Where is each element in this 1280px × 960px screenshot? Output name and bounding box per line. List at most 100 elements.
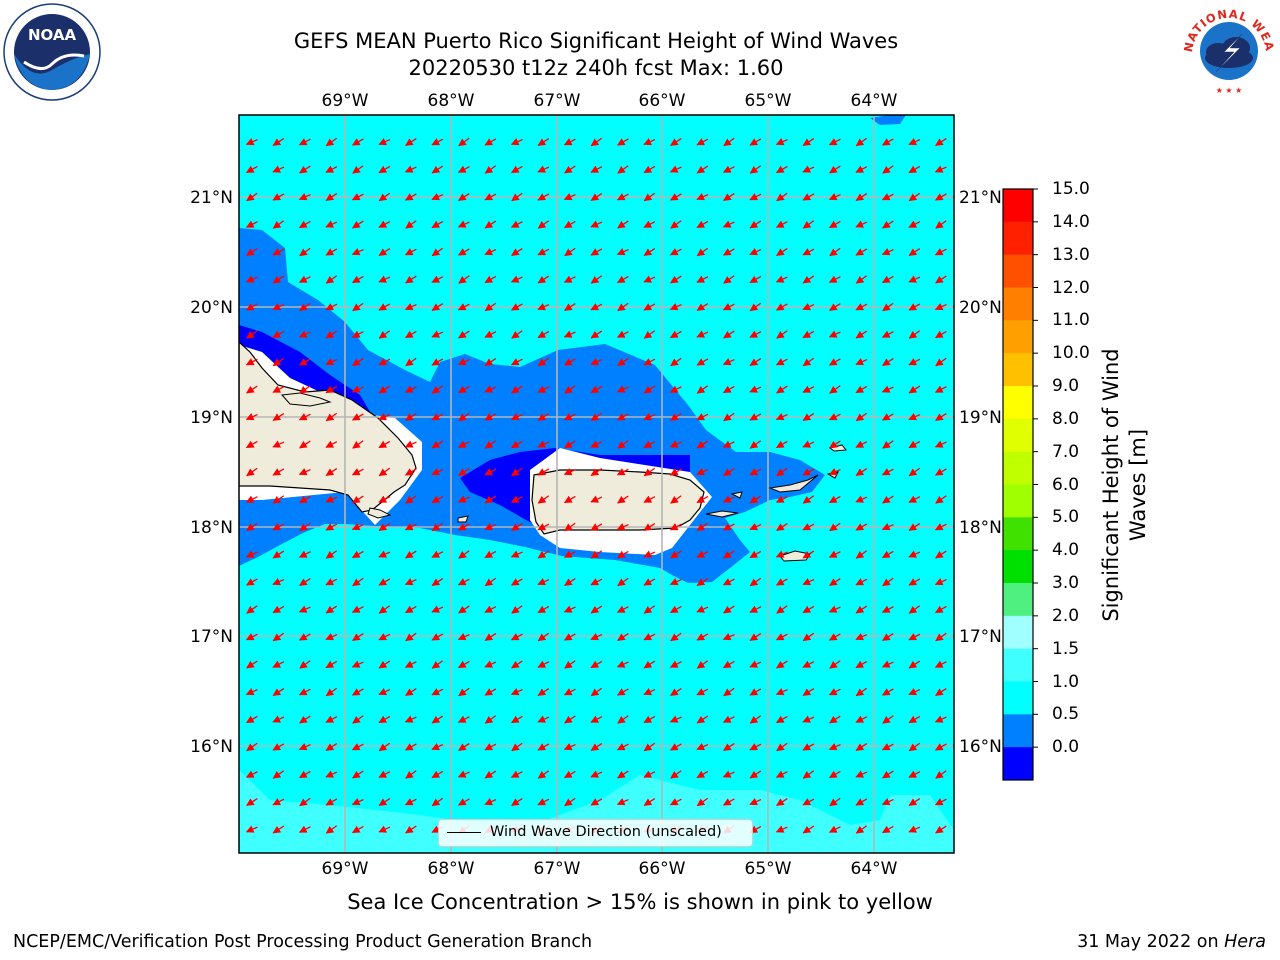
wind-arrow [669,605,682,614]
colorbar-segment [1003,418,1033,453]
lat-label: 17°N [190,627,233,647]
wind-arrow [855,220,868,228]
wind-arrow [616,523,629,531]
wind-arrow [405,688,417,696]
wind-arrow [643,798,656,806]
wind-arrow [298,605,311,613]
wind-arrow [378,385,391,394]
wind-arrow [537,193,550,201]
wind-arrow [670,138,682,146]
wind-arrow [431,303,444,311]
wind-arrow [378,715,391,724]
wind-arrow [882,440,894,449]
footer-credit: NCEP/EMC/Verification Post Processing Pr… [13,932,593,952]
wind-arrow [722,165,735,173]
lon-labels-bottom: 69°W 68°W 67°W 66°W 65°W 64°W [322,859,898,879]
wind-arrow [802,523,815,531]
wind-arrow [246,742,258,752]
wind-arrow [617,358,629,366]
wind-arrow [776,248,788,256]
map-frame [238,114,955,854]
wind-arrow [537,495,550,504]
colorbar-segment [1003,221,1033,256]
wind-arrow [882,633,894,641]
lon-label: 66°W [639,91,686,111]
wind-arrow [325,440,338,448]
wind-arrow [908,825,921,833]
wind-arrow [510,303,523,311]
wind-arrow [855,303,868,311]
wind-arrow [749,523,762,531]
wind-arrow [934,193,947,201]
wind-arrow [723,743,735,751]
wind-arrow [696,275,709,283]
wind-arrow [722,770,735,778]
wind-arrow [935,138,947,146]
wind-arrow [670,275,682,284]
wind-arrow [272,193,285,201]
wind-arrow [352,770,364,779]
wind-arrow [457,523,470,531]
wind-arrow [802,632,815,642]
wind-arrow [722,578,735,586]
wind-arrow [325,248,338,256]
wind-arrow [722,633,735,641]
wind-arrow [510,633,523,641]
wind-arrow [776,605,788,614]
wind-arrow [510,358,523,366]
wind-arrow [775,220,788,228]
wind-arrow [908,523,921,531]
wind-arrow [749,770,762,779]
wind-arrow [590,137,603,147]
wind-arrow [272,770,285,779]
wind-arrow [537,798,550,806]
wind-arrow [537,138,550,146]
wind-arrow [298,138,311,146]
wind-arrow [537,385,550,393]
wind-arrow [627,852,629,853]
wind-arrow [696,440,709,449]
wind-arrow [881,825,894,834]
wind-arrow [246,605,258,614]
colorbar-segment [1003,681,1033,715]
wind-arrow [590,440,603,448]
wind-arrow [272,688,285,696]
wind-arrow [564,522,576,532]
wind-arrow [908,385,921,394]
wind-arrow [511,660,523,669]
wind-arrow [829,303,841,311]
wind-arrow [935,413,947,421]
wind-arrow [670,550,682,559]
wind-arrow [457,633,470,641]
wind-arrow [245,303,258,311]
wind-arrow [431,522,444,532]
wind-arrow [272,165,285,173]
wind-arrow [802,165,815,173]
wind-arrow [457,660,470,669]
lat-label: 21°N [959,188,1002,208]
wind-arrow [696,770,709,779]
wind-arrow [643,770,656,778]
wind-arrow [776,798,788,806]
wind-arrow [643,495,656,503]
colorbar-tick-label: 13.0 [1052,244,1090,265]
wind-arrow [802,688,815,696]
wind-arrow [855,578,868,586]
wind-arrow [802,303,815,311]
wind-arrow [855,550,868,559]
wind-arrow [934,385,947,393]
wind-arrow [405,138,417,146]
wind-arrow [272,138,285,146]
wind-arrow [351,825,364,834]
wind-arrow [298,825,311,833]
wind-arrow [670,413,682,421]
wind-arrow [908,633,921,641]
wind-arrow [749,330,762,338]
wind-arrow [643,165,656,174]
wind-arrow [775,770,788,778]
wind-arrow [908,688,921,696]
wind-arrow [245,550,258,558]
wind-arrow [431,440,444,449]
wind-arrow [722,385,735,394]
wind-arrow [590,330,603,339]
